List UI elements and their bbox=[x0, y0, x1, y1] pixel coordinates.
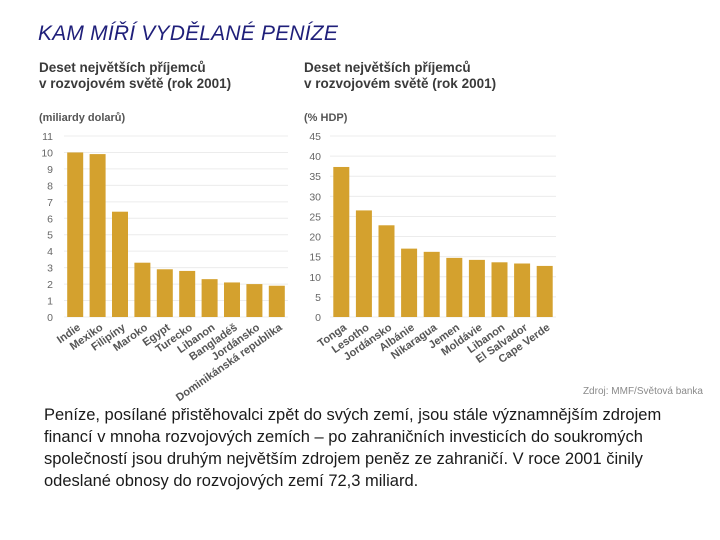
y-tick-label: 45 bbox=[309, 131, 321, 143]
y-tick-label: 35 bbox=[309, 171, 321, 183]
y-tick-label: 15 bbox=[309, 252, 321, 264]
chart-title-line-1: Deset největších příjemců bbox=[39, 60, 206, 75]
chart-remittances-gdp-share: Deset největších příjemců v rozvojovém s… bbox=[304, 60, 556, 366]
y-tick-label: 40 bbox=[309, 151, 321, 163]
bar-lesotho bbox=[355, 210, 372, 317]
bar-tonga bbox=[333, 166, 350, 317]
y-tick-label: 7 bbox=[47, 197, 53, 209]
bar-jordánsko bbox=[378, 225, 395, 317]
y-tick-label: 8 bbox=[47, 180, 53, 192]
y-tick-label: 0 bbox=[315, 312, 321, 324]
bar-egypt bbox=[156, 269, 173, 317]
y-tick-label: 2 bbox=[47, 279, 53, 291]
y-axis-unit-label: (% HDP) bbox=[304, 112, 348, 124]
bar-filipíny bbox=[112, 211, 128, 317]
y-tick-label: 3 bbox=[47, 263, 53, 275]
y-tick-label: 10 bbox=[41, 147, 53, 159]
y-tick-label: 4 bbox=[47, 246, 53, 258]
charts-svg: Deset největších příjemců v rozvojovém s… bbox=[39, 60, 703, 402]
y-tick-label: 30 bbox=[309, 191, 321, 203]
y-tick-label: 0 bbox=[47, 312, 53, 324]
bar-mexiko bbox=[89, 154, 106, 317]
bar-jemen bbox=[446, 257, 463, 317]
bar-bangladéš bbox=[224, 282, 240, 317]
chart-title-line-2: v rozvojovém světě (rok 2001) bbox=[39, 76, 231, 91]
bar-albánie bbox=[401, 248, 418, 317]
y-tick-label: 11 bbox=[42, 131, 53, 143]
y-tick-label: 9 bbox=[47, 164, 53, 176]
source-note: Zdroj: MMF/Světová banka bbox=[583, 386, 703, 397]
bar-el-salvador bbox=[514, 263, 531, 317]
y-tick-label: 6 bbox=[47, 213, 53, 225]
bar-moldávie bbox=[468, 259, 485, 317]
bar-libanon bbox=[491, 262, 508, 317]
bar-jordánsko bbox=[246, 284, 263, 317]
bar-nikaragua bbox=[423, 251, 440, 317]
y-tick-label: 5 bbox=[47, 230, 53, 242]
bar-libanon bbox=[201, 279, 218, 317]
y-tick-label: 5 bbox=[315, 292, 321, 304]
y-tick-label: 25 bbox=[309, 211, 321, 223]
caption-text: Peníze, posílané přistěhovalci zpět do s… bbox=[44, 406, 662, 490]
slide-title: KAM MÍŘÍ VYDĚLANÉ PENÍZE bbox=[38, 22, 339, 45]
y-tick-label: 20 bbox=[309, 232, 321, 244]
y-tick-label: 1 bbox=[47, 296, 53, 308]
bar-indie bbox=[67, 152, 84, 317]
y-tick-label: 10 bbox=[309, 272, 321, 284]
bar-maroko bbox=[134, 262, 151, 317]
bar-cape-verde bbox=[536, 265, 553, 317]
chart-title-line-1: Deset největších příjemců bbox=[304, 60, 471, 75]
chart-remittances-billions: Deset největších příjemců v rozvojovém s… bbox=[39, 60, 288, 402]
bar-turecko bbox=[179, 270, 196, 317]
bar-dominikánská-republika bbox=[268, 285, 285, 317]
charts-figure: Deset největších příjemců v rozvojovém s… bbox=[30, 52, 710, 402]
chart-title-line-2: v rozvojovém světě (rok 2001) bbox=[304, 76, 496, 91]
y-axis-unit-label: (miliardy dolarů) bbox=[39, 112, 126, 124]
